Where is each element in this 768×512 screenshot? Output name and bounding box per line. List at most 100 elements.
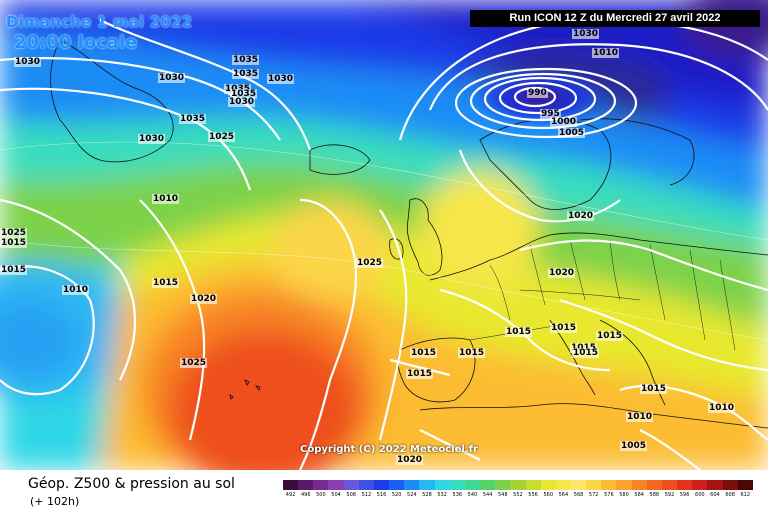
isobar-label: 990 [527,88,548,98]
color-scale-swatch [480,480,496,490]
isobar-label: 1025 [180,358,208,368]
coastlines [50,39,768,429]
isobar-label: 1025 [208,132,236,142]
color-scale-swatch [570,480,587,490]
color-scale-swatch [692,480,708,490]
isobar-label: 1035 [232,69,260,79]
color-scale-value: 508 [346,492,356,498]
isobar-label: 1015 [550,323,578,333]
isobar-label: 1030 [228,97,256,107]
geopotential-field [0,0,768,470]
isobar-label: 1020 [548,268,576,278]
color-scale-swatch [343,480,359,490]
isobar-label: 1000 [550,117,578,127]
isobar-label: 1015 [640,384,668,394]
color-scale-value: 596 [679,492,690,498]
color-scale-value: 520 [391,492,402,498]
isobar-label: 1020 [567,211,595,221]
color-scale-value: 612 [740,492,751,498]
color-scale-value: 512 [361,492,372,498]
isobar-label: 1015 [152,278,180,288]
isobar-label: 1030 [158,73,186,83]
isobar-label: 1005 [620,441,648,451]
isobar-label: 1025 [0,228,28,238]
color-scale-value: 492 [285,492,296,498]
color-scale-value: 588 [649,492,660,498]
isobar-label: 1015 [406,369,434,379]
color-scale-value: 524 [407,492,417,498]
color-scale-swatch [707,480,723,490]
color-scale-value: 504 [331,492,341,498]
isobar-label: 1025 [356,258,384,268]
color-scale-value: 500 [316,492,326,498]
isobar-label: 995 [540,109,561,119]
map-footer: Géop. Z500 & pression au sol (+ 102h) [0,470,768,512]
isobar-label: 1015 [596,331,624,341]
color-scale-value: 600 [695,492,705,498]
color-scale-swatch [722,480,738,490]
color-scale-swatch [555,480,571,490]
color-scale-swatch [661,480,678,490]
color-scale-swatch [328,480,344,490]
color-scale-bar [283,480,753,490]
color-scale-value: 552 [513,492,523,498]
isobar-label: 1015 [0,238,28,248]
forecast-time: 20:00 locale [14,32,138,53]
isobar-label: 1015 [505,327,533,337]
map-title: Géop. Z500 & pression au sol [28,476,235,492]
color-scale-value: 532 [437,492,447,498]
color-scale-value: 584 [634,492,644,498]
isobar-label: 1005 [558,128,586,138]
forecast-date: Dimanche 1 mai 2022 [6,13,193,31]
geopotential-contours [0,141,768,341]
color-scale-value: 604 [710,492,720,498]
isobar-label: 1035 [179,114,207,124]
color-scale-swatch [540,480,556,490]
color-scale-swatch [631,480,647,490]
forecast-lead-time: (+ 102h) [30,495,80,508]
color-scale-swatch [464,480,481,490]
isobar-label: 1020 [396,455,424,465]
color-scale-value: 496 [300,492,311,498]
color-scale-value: 572 [588,492,599,498]
color-scale-swatch [616,480,632,490]
color-scale-swatch [434,480,450,490]
color-scale-swatch [677,480,693,490]
color-scale-value: 556 [528,492,538,498]
isobar-label: 1010 [626,412,654,422]
color-scale-swatch [313,480,329,490]
isobar-label: 1015 [458,348,486,358]
color-scale-value: 608 [725,492,735,498]
color-scale-swatch [419,480,435,490]
color-scale-value: 544 [482,492,493,498]
color-scale-swatch [510,480,526,490]
color-scale-swatch [404,480,420,490]
color-scale-value: 528 [422,492,432,498]
color-scale-swatch [389,480,405,490]
isobar-label: 1015 [0,265,28,275]
color-scale-value: 568 [573,492,584,498]
color-scale-swatch [495,480,511,490]
color-scale-swatch [646,480,662,490]
color-scale-swatch [373,480,390,490]
color-scale-labels: 492 496 500 504 508 512 516 520 524 528 532 536 540 5… [283,492,753,502]
color-scale-value: 540 [467,492,478,498]
color-scale-value: 548 [497,492,508,498]
isobar-label: 1030 [14,57,42,67]
copyright-notice: Copyright (C) 2022 Meteociel.fr [300,444,478,455]
color-scale-value: 580 [619,492,629,498]
color-scale-swatch [601,480,617,490]
isobar-label: 1030 [267,74,295,84]
color-scale-value: 564 [558,492,569,498]
color-scale-value: 592 [664,492,675,498]
color-scale-value: 576 [604,492,614,498]
color-scale-swatch [283,480,299,490]
model-run-banner: Run ICON 12 Z du Mercredi 27 avril 2022 [470,10,760,27]
isobar-label: 1030 [572,29,600,39]
isobar-label: 1035 [232,55,260,65]
isobar-label: 1015 [572,348,600,358]
color-scale-swatch [525,480,541,490]
isobar-label: 1035 [230,89,258,99]
color-scale-value: 560 [543,492,553,498]
isobar-label: 1020 [190,294,218,304]
